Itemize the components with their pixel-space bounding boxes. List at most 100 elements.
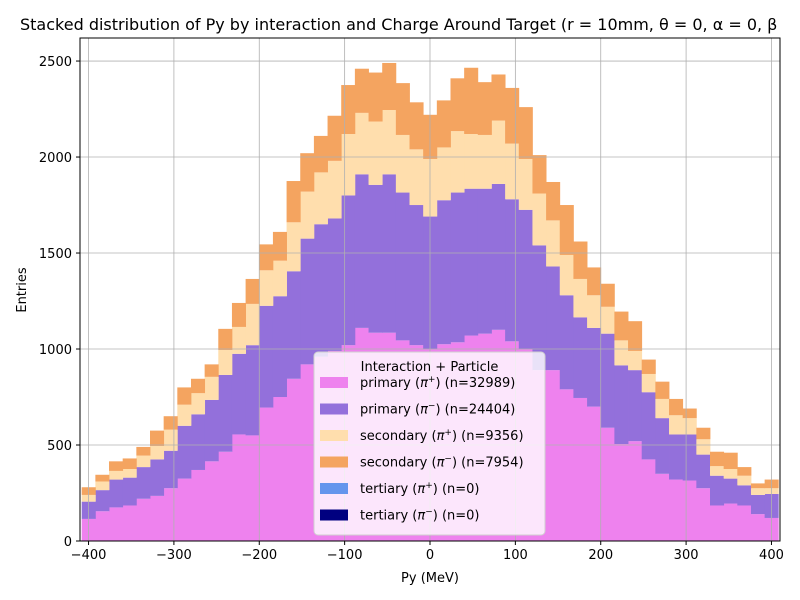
- bar-s3-b18: [327, 115, 342, 161]
- bar-s3-b10: [218, 328, 233, 350]
- bar-s1-b26: [436, 200, 451, 345]
- bar-s1-b23: [395, 192, 410, 341]
- bar-s1-b21: [368, 184, 383, 333]
- bar-s3-b45: [696, 427, 711, 440]
- y-tick-label-2500: 2500: [39, 55, 72, 70]
- bar-s0-b3: [122, 505, 137, 541]
- bar-s1-b39: [614, 365, 629, 445]
- bar-s2-b29: [477, 134, 492, 189]
- bar-s1-b16: [300, 238, 315, 365]
- y-tick-label-1000: 1000: [39, 343, 72, 358]
- bar-s1-b34: [546, 266, 561, 371]
- bar-s3-b2: [109, 461, 124, 471]
- bar-s1-b47: [723, 478, 738, 504]
- bar-s3-b36: [573, 241, 588, 279]
- axes: −400 −300 −200 −100 0 100 200 300 400 0 500 1000 150…: [39, 37, 784, 563]
- bar-s2-b47: [723, 469, 738, 479]
- bar-s2-b38: [600, 306, 615, 334]
- bar-s2-b10: [218, 349, 233, 375]
- bar-s3-b33: [532, 155, 547, 194]
- bar-s1-b44: [682, 434, 697, 481]
- bar-s2-b23: [395, 134, 410, 193]
- bar-s1-b48: [737, 485, 752, 506]
- legend-swatch-1: [320, 403, 348, 415]
- legend-swatch-2: [320, 430, 348, 441]
- bar-s2-b37: [587, 295, 602, 328]
- bar-s0-b16: [300, 364, 315, 541]
- bar-s2-b8: [190, 393, 206, 415]
- bar-s3-b6: [163, 416, 178, 430]
- bar-s3-b31: [505, 87, 520, 144]
- bar-s3-b9: [204, 364, 219, 377]
- bar-s3-b21: [368, 72, 383, 122]
- legend-label-3: secondary (π−) (n=7954): [360, 455, 524, 471]
- bar-s3-b13: [259, 244, 274, 271]
- bar-s0-b14: [272, 397, 287, 541]
- bar-s1-b33: [532, 245, 547, 371]
- bar-s2-b17: [313, 172, 328, 225]
- bar-s3-b35: [559, 205, 574, 255]
- bar-s0-b11: [231, 434, 247, 541]
- bar-s0-b1: [95, 511, 110, 541]
- bar-s3-b42: [655, 381, 670, 399]
- bar-s0-b39: [614, 444, 629, 541]
- bar-s3-b5: [150, 430, 165, 446]
- bar-s0-b6: [163, 488, 178, 541]
- bar-s2-b41: [641, 373, 656, 393]
- bar-s2-b18: [327, 160, 342, 219]
- bar-s1-b41: [641, 392, 656, 460]
- chart-title: Stacked distribution of Py by interactio…: [20, 15, 777, 34]
- bar-s1-b15: [286, 271, 301, 379]
- bar-s0-b46: [710, 505, 725, 541]
- bar-s2-b4: [136, 455, 151, 468]
- bar-s3-b3: [122, 458, 137, 470]
- bar-s2-b44: [682, 418, 697, 435]
- bar-s1-b5: [150, 459, 165, 496]
- bar-s3-b29: [477, 82, 492, 135]
- x-tick-label--400: −400: [71, 548, 107, 563]
- legend-label-0: primary (π+) (n=32989): [360, 375, 515, 391]
- bar-s0-b48: [737, 505, 752, 541]
- bar-s2-b36: [573, 278, 588, 318]
- bar-s3-b16: [300, 153, 315, 192]
- bar-s1-b36: [573, 317, 588, 398]
- y-tick-label-0: 0: [64, 535, 72, 550]
- x-tick-label-0: 0: [426, 548, 434, 563]
- bar-s1-b30: [491, 183, 506, 330]
- y-tick-label-2000: 2000: [39, 151, 72, 166]
- legend-label-5: tertiary (π−) (n=0): [360, 508, 480, 524]
- bar-s1-b1: [95, 490, 110, 512]
- legend-swatch-0: [320, 377, 348, 388]
- bar-s1-b31: [505, 199, 520, 342]
- bar-s1-b10: [218, 374, 233, 452]
- bar-s0-b15: [286, 378, 301, 541]
- bar-s2-b3: [122, 469, 137, 478]
- bar-s1-b27: [450, 192, 465, 343]
- bar-s2-b11: [231, 326, 247, 354]
- bar-s2-b15: [286, 222, 301, 272]
- bar-s1-b17: [313, 224, 328, 357]
- x-axis-title: Py (MeV): [401, 571, 459, 586]
- bar-s1-b24: [409, 205, 424, 346]
- bar-s3-b43: [669, 398, 684, 416]
- bar-s0-b2: [109, 507, 124, 541]
- legend-title: Interaction + Particle: [361, 360, 499, 375]
- bar-s3-b49: [750, 483, 766, 489]
- bar-s0-b8: [190, 469, 206, 541]
- bar-s1-b43: [669, 434, 684, 480]
- bar-s1-b6: [163, 450, 178, 489]
- bar-s1-b3: [122, 477, 137, 506]
- bar-s2-b39: [614, 340, 629, 366]
- x-tick-label--200: −200: [241, 548, 277, 563]
- bar-s3-b23: [395, 83, 410, 135]
- bar-s1-b28: [464, 188, 479, 336]
- bar-s2-b5: [150, 445, 165, 460]
- bar-s2-b40: [628, 350, 643, 371]
- bar-s0-b49: [750, 514, 766, 541]
- legend-label-4: tertiary (π+) (n=0): [360, 481, 480, 497]
- bar-s2-b6: [163, 429, 178, 451]
- bar-s3-b47: [723, 452, 738, 470]
- bar-s3-b28: [464, 67, 479, 134]
- bar-s2-b2: [109, 470, 124, 480]
